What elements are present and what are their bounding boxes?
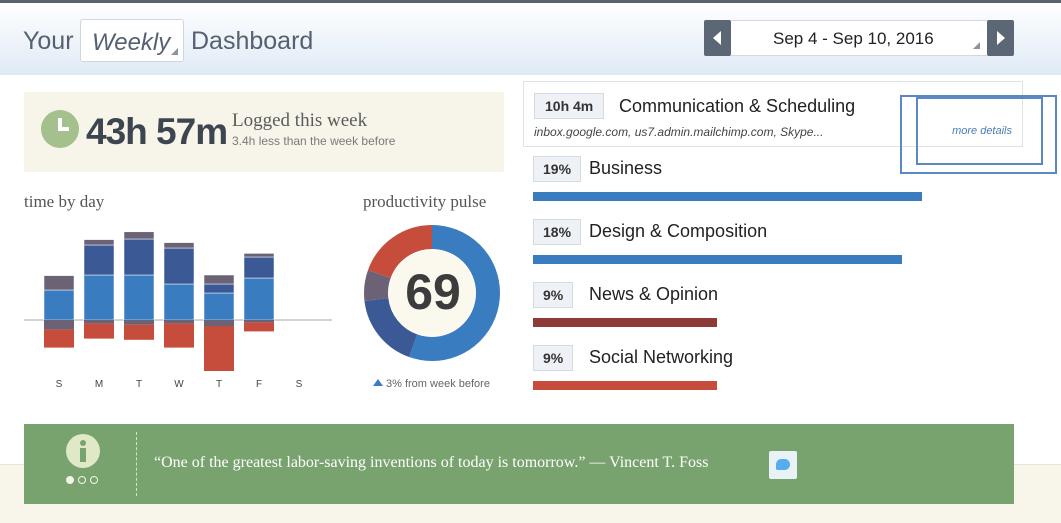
date-range-text: Sep 4 - Sep 10, 2016: [773, 29, 934, 48]
logged-comparison: 3.4h less than the week before: [232, 134, 396, 148]
chart-bar-segment: [204, 320, 234, 326]
category-name: Design & Composition: [589, 221, 768, 241]
chart-bar-segment: [244, 322, 274, 332]
top-category-time: 10h 4m: [534, 93, 605, 119]
category-name: News & Opinion: [589, 284, 719, 304]
category-percent: 9%: [533, 282, 574, 308]
day-tick-label: S: [56, 379, 63, 390]
chart-bar-segment: [243, 256, 275, 279]
day-tick-label: T: [216, 379, 222, 390]
productivity-change-text: 3% from week before: [386, 378, 490, 390]
day-tick-label: S: [296, 379, 303, 390]
period-select-value: Weekly: [92, 29, 171, 56]
category-bar: [533, 192, 922, 201]
category-bar: [533, 255, 902, 264]
twitter-icon: [776, 459, 790, 470]
chart-bar-segment: [84, 323, 114, 339]
day-tick-label: T: [136, 379, 142, 390]
chart-bar-segment: [44, 329, 74, 348]
carousel-dots: [66, 476, 106, 486]
category-percent: 19%: [533, 156, 582, 182]
info-icon: [66, 434, 100, 468]
clock-icon: [41, 110, 79, 148]
logged-time-card: 43h 57m Logged this week 3.4h less than …: [24, 92, 504, 172]
day-tick-label: F: [256, 379, 262, 390]
chart-bar-segment: [163, 242, 195, 249]
highlight-box: [900, 95, 1057, 174]
day-tick-label: M: [95, 379, 103, 390]
chart-bar-segment: [44, 320, 74, 330]
title-dashboard: Dashboard: [191, 27, 314, 55]
productivity-pulse-title: productivity pulse: [363, 192, 487, 211]
chart-bar-segment: [204, 326, 234, 371]
chart-bar-segment: [124, 320, 154, 325]
category-bar: [533, 318, 717, 327]
chart-bar-segment: [163, 283, 195, 321]
chart-bar-segment: [83, 239, 115, 246]
chart-bar-segment: [43, 275, 75, 291]
chart-bar-segment: [124, 324, 154, 340]
header: Your Weekly Dashboard Sep 4 - Sep 10, 20…: [0, 3, 1061, 75]
category-bar: [533, 381, 717, 390]
category-name: Social Networking: [589, 347, 734, 367]
more-details-link[interactable]: more details: [952, 125, 1012, 137]
chart-bar-segment: [243, 253, 275, 258]
productivity-pulse-ring: [364, 225, 500, 361]
productivity-change: 3% from week before: [373, 378, 490, 390]
chart-bar-segment: [83, 274, 115, 321]
productivity-score: 69: [405, 264, 461, 320]
twitter-share-button[interactable]: [769, 451, 797, 479]
period-select[interactable]: Weekly: [80, 19, 184, 62]
dropdown-corner-icon: [171, 48, 178, 55]
chart-bar-segment: [243, 277, 275, 321]
chart-bar-segment: [164, 323, 194, 348]
top-category-name: Communication & Scheduling: [619, 96, 856, 116]
category-percent: 18%: [533, 219, 582, 245]
chart-bar-segment: [203, 283, 235, 294]
quote-divider: [136, 432, 137, 496]
next-week-button[interactable]: [987, 20, 1014, 56]
chart-bar-segment: [203, 274, 235, 285]
dropdown-corner-icon: [973, 42, 980, 49]
chart-bar-segment: [123, 274, 155, 321]
date-range-select[interactable]: Sep 4 - Sep 10, 2016: [731, 20, 987, 56]
title-your: Your: [23, 27, 74, 55]
top-category-sites: inbox.google.com, us7.admin.mailchimp.co…: [534, 125, 824, 139]
chart-bar-segment: [244, 320, 274, 323]
chart-bar-segment: [123, 238, 155, 276]
chart-bar-segment: [84, 320, 114, 324]
top-border: [0, 0, 1061, 3]
chart-bar-segment: [163, 247, 195, 285]
quote-text: “One of the greatest labor-saving invent…: [154, 454, 709, 471]
top-category-card[interactable]: 10h 4m Communication & Scheduling inbox.…: [523, 81, 1023, 147]
up-arrow-icon: [373, 379, 383, 386]
highlight-box: [916, 97, 1043, 165]
logged-hours: 43h 57m: [86, 111, 228, 152]
chart-bar-segment: [164, 320, 194, 324]
chart-bar-segment: [203, 292, 235, 321]
time-by-day-title: time by day: [24, 192, 105, 211]
day-tick-label: W: [174, 379, 184, 390]
category-percent: 9%: [533, 345, 574, 371]
logged-label: Logged this week: [232, 110, 368, 131]
quote-banner: “One of the greatest labor-saving invent…: [24, 424, 1014, 504]
carousel-dot-active[interactable]: [66, 476, 74, 484]
carousel-dot[interactable]: [90, 476, 98, 484]
previous-week-button[interactable]: [704, 20, 731, 56]
carousel-dot[interactable]: [78, 476, 86, 484]
category-name: Business: [589, 158, 663, 178]
chart-bar-segment: [123, 231, 155, 240]
chart-bar-segment: [83, 244, 115, 276]
chart-bar-segment: [43, 289, 75, 321]
